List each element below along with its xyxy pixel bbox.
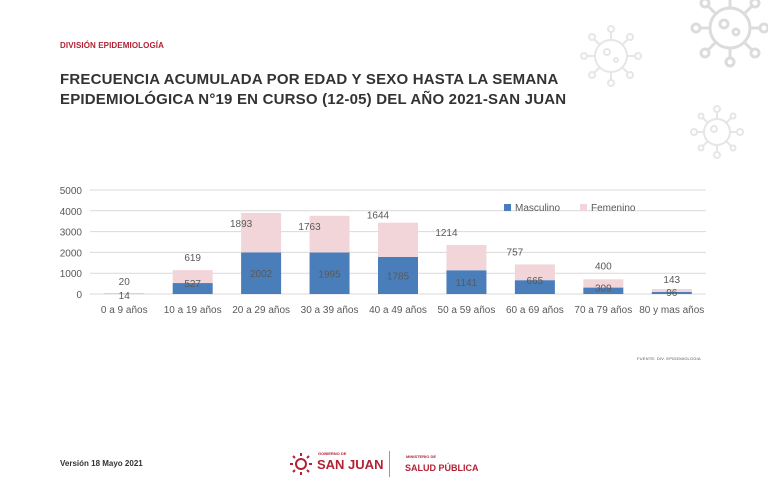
data-label-masculino: 2002: [250, 269, 273, 280]
x-tick-label: 20 a 29 años: [232, 305, 290, 316]
data-label-masculino: 14: [119, 291, 131, 302]
data-label-femenino: 1214: [435, 228, 458, 239]
bar-masculino: [651, 292, 692, 294]
bar-masculino: [446, 270, 487, 294]
bar-masculino: [583, 287, 624, 294]
x-tick-label: 50 a 59 años: [438, 305, 496, 316]
bar-femenino: [446, 245, 487, 271]
data-label-femenino: 20: [119, 277, 131, 288]
y-tick-label: 4000: [60, 207, 83, 218]
logo-ministerio-small: MINISTERIO DE: [406, 454, 437, 459]
source-note: FUENTE: DIV. EPIDEMIOLOGIA: [637, 356, 701, 361]
virus-icon-small: [690, 105, 744, 159]
legend-swatch-masculino: [504, 204, 511, 211]
y-tick-label: 2000: [60, 248, 83, 259]
y-tick-label: 0: [76, 290, 82, 301]
legend-label-femenino: Femenino: [591, 203, 636, 214]
x-tick-label: 30 a 39 años: [301, 305, 359, 316]
logo-gobierno-big: SAN JUAN: [317, 457, 384, 472]
bar-femenino: [378, 222, 418, 257]
y-tick-label: 5000: [60, 186, 83, 197]
bar-femenino: [241, 212, 282, 253]
data-label-masculino: 665: [527, 276, 544, 287]
page-title: FRECUENCIA ACUMULADA POR EDAD Y SEXO HAS…: [60, 71, 567, 108]
data-label-femenino: 1893: [230, 219, 253, 230]
y-tick-label: 1000: [60, 269, 83, 280]
logo-divider: [389, 451, 390, 477]
bar-masculino: [378, 256, 418, 294]
virus-icon-medium: [580, 25, 642, 87]
data-label-femenino: 1644: [367, 211, 390, 222]
data-label-masculino: 309: [595, 284, 612, 295]
division-label: DIVISIÓN EPIDEMIOLOGÍA: [60, 41, 164, 50]
data-label-masculino: 96: [666, 288, 678, 299]
bar-masculino: [309, 252, 350, 294]
bar-femenino: [583, 279, 624, 288]
chart-legend: Masculino Femenino: [504, 203, 636, 214]
x-tick-label: 0 a 9 años: [101, 305, 148, 316]
x-tick-label: 80 y mas años: [639, 305, 704, 316]
data-label-masculino: 1785: [387, 271, 410, 282]
bar-femenino: [309, 215, 350, 253]
logo-ministerio-big: SALUD PÚBLICA: [405, 463, 479, 473]
x-tick-label: 10 a 19 años: [164, 305, 222, 316]
data-label-masculino: 1995: [318, 269, 341, 280]
data-label-femenino: 757: [507, 247, 524, 258]
x-tick-label: 70 a 79 años: [574, 305, 632, 316]
logo-gobierno-small: GOBIERNO DE: [318, 451, 347, 456]
data-label-femenino: 143: [663, 275, 680, 286]
footer-logos: GOBIERNO DE SAN JUAN MINISTERIO DE SALUD…: [289, 449, 489, 479]
bar-femenino: [514, 264, 555, 281]
version-label: Versión 18 Mayo 2021: [60, 459, 143, 468]
virus-icon-large: [690, 0, 768, 68]
bar-chart: 0 1000 2000 3000 4000 5000 0 a 9 años 14 20 10 a…: [60, 186, 706, 316]
legend-swatch-femenino: [580, 204, 587, 211]
data-label-masculino: 1141: [456, 278, 478, 289]
sun-icon: [290, 453, 312, 475]
bar-femenino: [172, 270, 213, 284]
data-label-masculino: 527: [184, 279, 201, 290]
bar-masculino: [514, 280, 555, 294]
x-tick-label: 40 a 49 años: [369, 305, 427, 316]
y-tick-label: 3000: [60, 228, 83, 239]
data-label-femenino: 400: [595, 261, 612, 272]
x-tick-label: 60 a 69 años: [506, 305, 564, 316]
data-label-femenino: 1763: [298, 222, 321, 233]
bar-masculino: [172, 283, 213, 294]
data-label-femenino: 619: [184, 253, 201, 264]
bar-masculino: [241, 252, 282, 294]
bar-femenino: [651, 289, 692, 293]
legend-label-masculino: Masculino: [515, 203, 560, 214]
